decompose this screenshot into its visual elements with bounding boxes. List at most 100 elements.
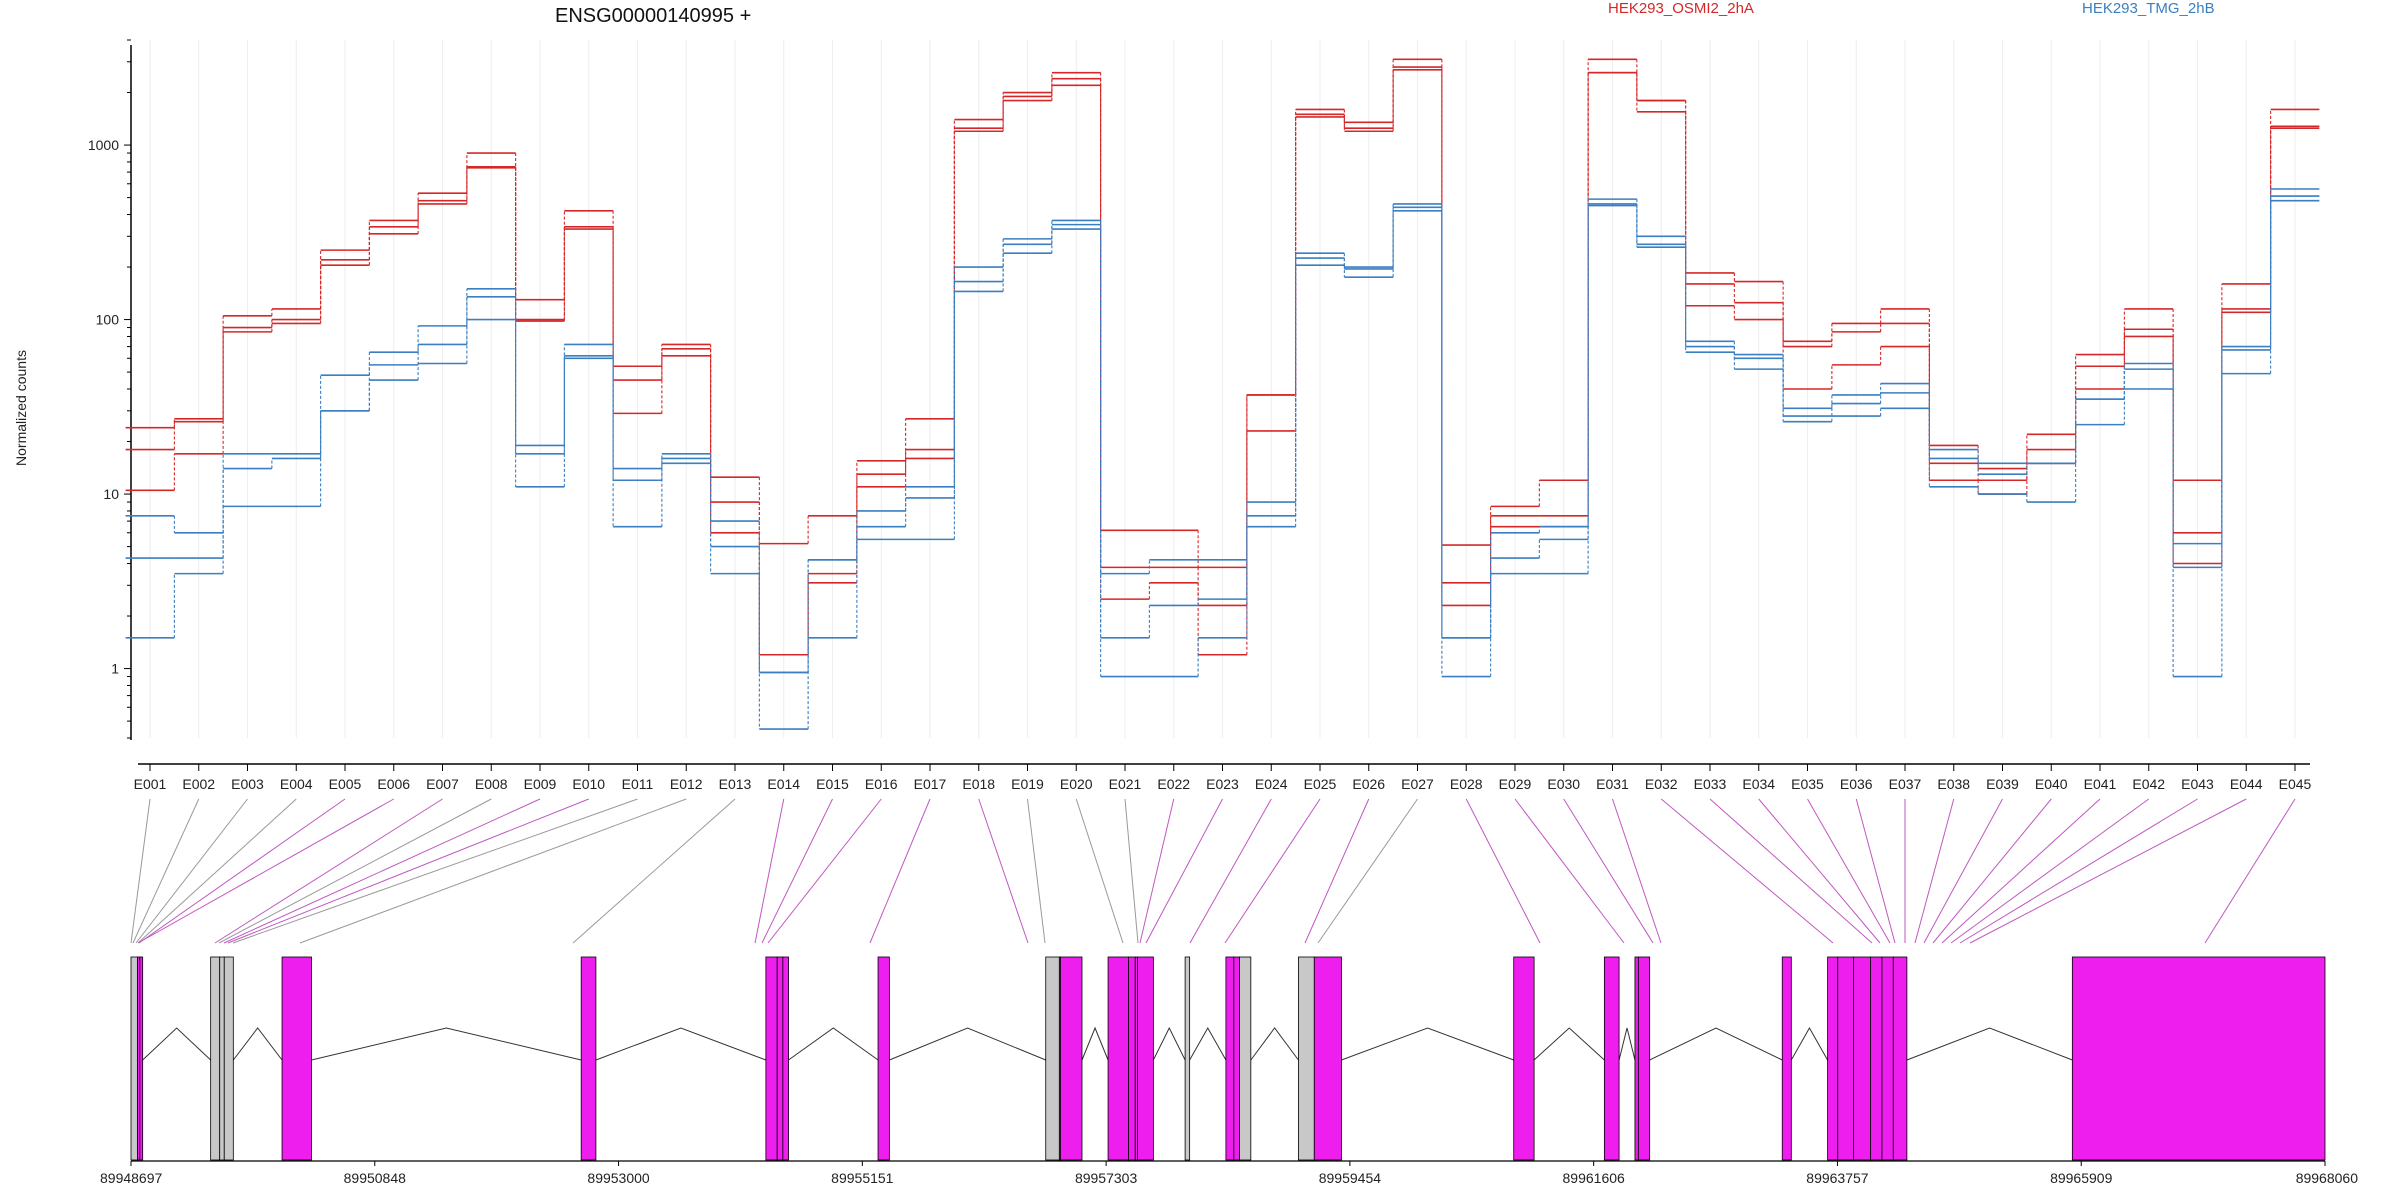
- intron-line: [1250, 1027, 1299, 1061]
- exon-id-label: E044: [2230, 776, 2263, 792]
- exon-id-label: E002: [182, 776, 215, 792]
- exon-block-highlight: [1781, 956, 1792, 1161]
- chart-title: ENSG00000140995 +: [555, 5, 751, 27]
- exon-connector-line: [1612, 798, 1662, 944]
- exon-connector-line: [978, 798, 1029, 944]
- exon-block-highlight: [1137, 956, 1154, 1161]
- intron-line: [311, 1027, 582, 1061]
- exon-connector-line: [1563, 798, 1654, 944]
- exon-id-label: E005: [329, 776, 362, 792]
- exon-id-label: E020: [1060, 776, 1093, 792]
- exon-id-label: E015: [816, 776, 849, 792]
- exon-id-label: E012: [670, 776, 703, 792]
- exon-connector-line: [869, 798, 931, 944]
- y-axis: 1 10 100 1000: [88, 39, 132, 740]
- exon-connector-line: [1709, 798, 1873, 944]
- grid-lines: [149, 40, 2296, 738]
- coordinate-label: 89953000: [587, 1170, 650, 1186]
- exon-id-label: E018: [962, 776, 995, 792]
- exon-block-highlight: [1060, 956, 1083, 1161]
- exon-connector-line: [1959, 798, 2198, 944]
- exon-block-highlight: [1634, 956, 1639, 1161]
- data-series: [125, 58, 2320, 730]
- legend-label-tmg: HEK293_TMG_2hB: [2082, 0, 2215, 17]
- exon-id-label: E027: [1401, 776, 1434, 792]
- exon-block-other: [210, 956, 221, 1161]
- exon-id-label: E036: [1840, 776, 1873, 792]
- coordinate-label: 89948697: [100, 1170, 163, 1186]
- y-axis-label: Normalized counts: [13, 350, 29, 466]
- exon-connector-line: [1807, 798, 1891, 944]
- exon-connector-line: [137, 798, 297, 944]
- exon-connector-line: [2204, 798, 2296, 944]
- exon-block-highlight: [1892, 956, 1908, 1161]
- exon-block-highlight: [776, 956, 784, 1161]
- exon-connector-line: [1465, 798, 1541, 944]
- exon-connector-line: [1124, 798, 1139, 944]
- coordinate-label: 89957303: [1075, 1170, 1138, 1186]
- exon-id-label: E003: [231, 776, 264, 792]
- exon-id-label: E016: [865, 776, 898, 792]
- exon-block-other: [219, 956, 225, 1161]
- exon-id-label: E040: [2035, 776, 2068, 792]
- intron-line: [595, 1027, 767, 1061]
- exon-connector-line: [1969, 798, 2247, 944]
- exon-id-label: E010: [572, 776, 605, 792]
- exon-connector-line: [1660, 798, 1834, 944]
- coordinate-label: 89950848: [344, 1170, 407, 1186]
- exon-connector-line: [754, 798, 785, 944]
- exon-id-label: E014: [767, 776, 800, 792]
- exon-id-label: E023: [1206, 776, 1239, 792]
- exon-connector-line: [1932, 798, 2052, 944]
- exon-id-label: E032: [1645, 776, 1678, 792]
- exon-id-label: E013: [719, 776, 752, 792]
- exon-connector-line: [1941, 798, 2101, 944]
- y-tick-label: 1000: [88, 137, 119, 153]
- exon-id-label: E043: [2181, 776, 2214, 792]
- exon-connector-line: [1139, 798, 1175, 944]
- exon-id-label: E019: [1011, 776, 1044, 792]
- exon-connector-line: [1914, 798, 1955, 944]
- exon-block-other: [223, 956, 234, 1161]
- intron-line: [1189, 1026, 1227, 1061]
- y-tick-label: 1: [111, 661, 119, 677]
- exon-connector-line: [767, 798, 882, 944]
- exon-connector-line: [1304, 798, 1370, 944]
- exon-id-label: E042: [2132, 776, 2165, 792]
- exon-block-highlight: [580, 956, 597, 1161]
- exon-block-highlight: [1870, 956, 1883, 1161]
- coordinate-label: 89963757: [1806, 1170, 1869, 1186]
- exon-connector-line: [1317, 798, 1418, 944]
- intron-line: [1341, 1027, 1514, 1061]
- exon-block-highlight: [1637, 956, 1651, 1161]
- exon-id-label: E028: [1450, 776, 1483, 792]
- exon-block-highlight: [1513, 956, 1535, 1161]
- exon-block-highlight: [1603, 956, 1620, 1161]
- exon-id-label: E021: [1109, 776, 1142, 792]
- exon-connector-line: [1189, 798, 1272, 944]
- exon-connector-line: [1758, 798, 1881, 944]
- x-axis: E001 E002 E003 E004 E005 E006 E007 E008 E009 E010…: [134, 763, 2312, 792]
- exon-block-highlight: [1837, 956, 1855, 1161]
- exon-id-label: E038: [1937, 776, 1970, 792]
- exon-id-label: E006: [377, 776, 410, 792]
- coordinate-label: 89961606: [1563, 1170, 1626, 1186]
- exon-id-label: E017: [914, 776, 947, 792]
- exon-block-highlight: [782, 956, 789, 1161]
- exon-block-highlight: [1128, 956, 1136, 1161]
- intron-line: [142, 1027, 211, 1061]
- exon-connector-line: [130, 798, 151, 944]
- intron-line: [1790, 1026, 1829, 1061]
- exon-id-label: E009: [524, 776, 557, 792]
- exon-id-label: E037: [1889, 776, 1922, 792]
- exon-id-label: E034: [1742, 776, 1775, 792]
- exon-connector-line: [572, 798, 736, 944]
- exon-id-label: E022: [1157, 776, 1190, 792]
- exon-connector-line: [218, 798, 492, 944]
- exon-block-other: [1184, 956, 1191, 1161]
- exon-id-label: E008: [475, 776, 508, 792]
- exon-connector-line: [1075, 798, 1124, 944]
- exon-connector-line: [1514, 798, 1625, 944]
- exon-block-highlight: [1853, 956, 1872, 1161]
